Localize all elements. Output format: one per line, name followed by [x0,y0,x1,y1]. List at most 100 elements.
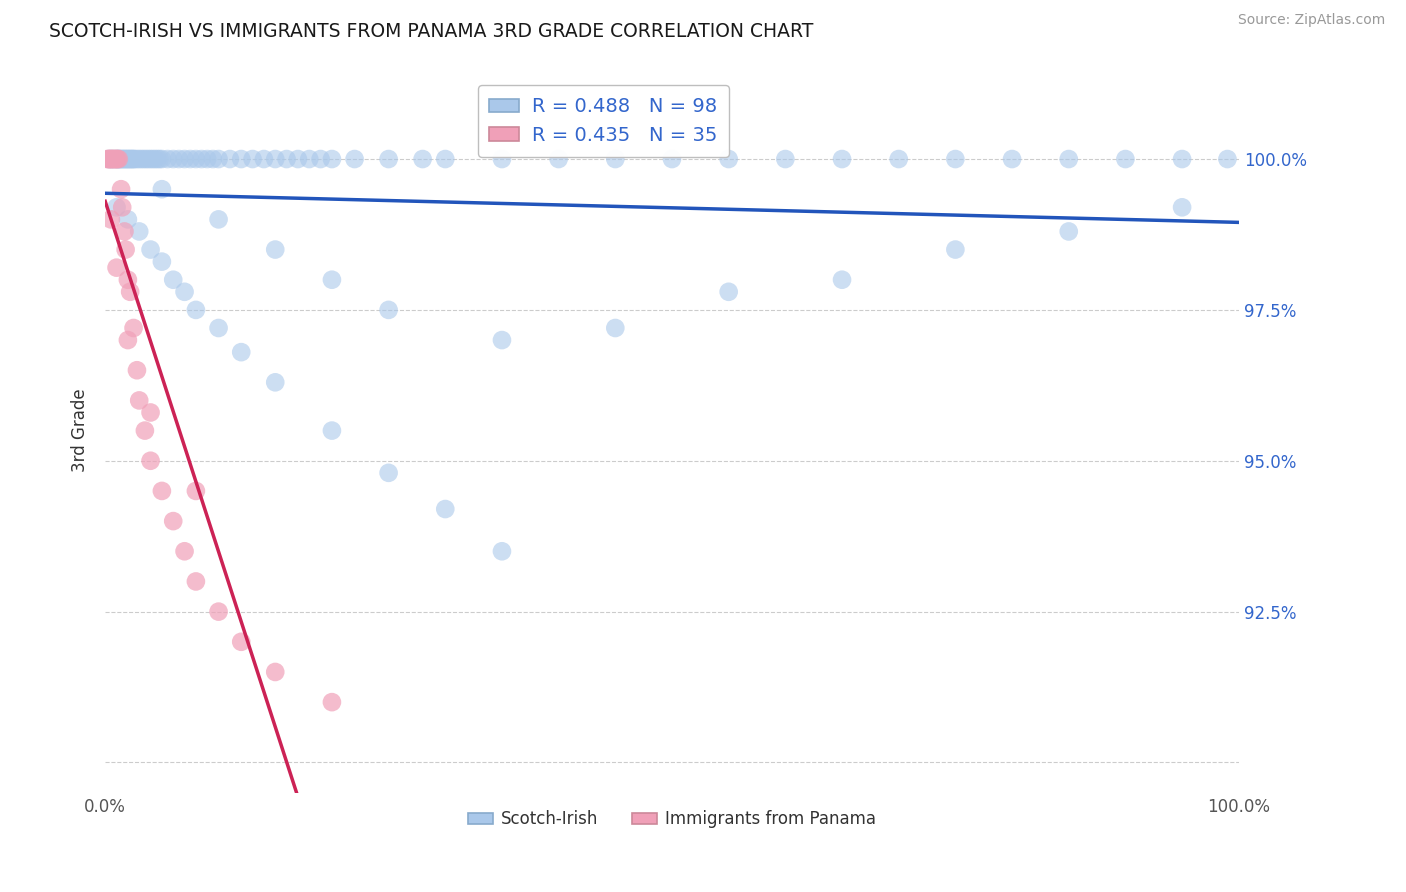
Point [887,152,910,166]
Point [114,243,136,257]
Point [377,152,399,166]
Point [150,152,173,166]
Point [149,152,172,166]
Point [117,333,139,347]
Point [108,152,131,166]
Legend: Scotch-Irish, Immigrants from Panama: Scotch-Irish, Immigrants from Panama [461,804,883,835]
Point [150,254,173,268]
Point [117,152,139,166]
Point [139,243,162,257]
Point [111,200,134,214]
Point [108,152,131,166]
Point [105,260,128,275]
Point [150,483,173,498]
Point [434,502,457,516]
Point [114,152,136,166]
Point [117,212,139,227]
Point [242,152,264,166]
Point [139,405,162,419]
Point [105,152,128,166]
Point [100,152,122,166]
Point [412,152,434,166]
Point [264,243,287,257]
Point [135,152,157,166]
Text: SCOTCH-IRISH VS IMMIGRANTS FROM PANAMA 3RD GRADE CORRELATION CHART: SCOTCH-IRISH VS IMMIGRANTS FROM PANAMA 3… [49,22,814,41]
Point [377,302,399,317]
Point [104,152,127,166]
Point [146,152,169,166]
Point [143,152,166,166]
Point [117,273,139,287]
Point [547,152,569,166]
Point [103,152,125,166]
Point [605,321,627,335]
Point [118,152,141,166]
Point [1057,152,1080,166]
Point [132,152,155,166]
Point [207,212,229,227]
Point [831,152,853,166]
Point [124,152,146,166]
Point [195,152,218,166]
Point [98,152,121,166]
Point [945,152,967,166]
Point [96,152,118,166]
Point [128,152,150,166]
Point [101,152,124,166]
Point [114,224,136,238]
Point [298,152,321,166]
Point [128,393,150,408]
Point [207,152,229,166]
Point [122,321,145,335]
Point [184,483,207,498]
Point [97,152,120,166]
Point [179,152,201,166]
Point [207,605,229,619]
Point [434,152,457,166]
Point [190,152,212,166]
Point [173,544,195,558]
Point [207,321,229,335]
Point [321,152,343,166]
Point [97,152,120,166]
Point [139,152,162,166]
Point [101,152,124,166]
Point [1171,200,1194,214]
Point [1171,152,1194,166]
Point [114,152,136,166]
Point [156,152,179,166]
Point [125,363,148,377]
Point [661,152,683,166]
Point [253,152,276,166]
Point [105,152,128,166]
Point [120,285,142,299]
Point [945,243,967,257]
Point [131,152,153,166]
Point [343,152,366,166]
Point [201,152,224,166]
Point [1114,152,1136,166]
Point [1216,152,1239,166]
Point [264,665,287,679]
Point [184,574,207,589]
Point [112,152,135,166]
Point [491,333,513,347]
Point [150,182,173,196]
Point [276,152,298,166]
Point [231,345,253,359]
Point [491,152,513,166]
Point [162,152,184,166]
Point [321,695,343,709]
Point [264,376,287,390]
Point [1057,224,1080,238]
Point [321,273,343,287]
Point [717,285,740,299]
Point [142,152,165,166]
Point [184,152,207,166]
Point [110,182,132,196]
Text: Source: ZipAtlas.com: Source: ZipAtlas.com [1237,13,1385,28]
Point [100,152,122,166]
Point [120,152,142,166]
Point [121,152,143,166]
Point [139,454,162,468]
